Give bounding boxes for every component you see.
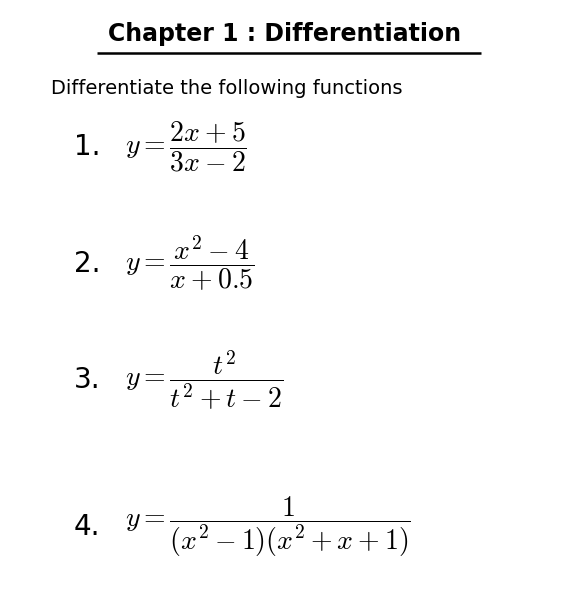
- Text: 1.: 1.: [74, 133, 101, 161]
- Text: 2.: 2.: [74, 249, 101, 278]
- Text: Differentiate the following functions: Differentiate the following functions: [51, 80, 403, 98]
- Text: $y = \dfrac{t^2}{t^2+t-2}$: $y = \dfrac{t^2}{t^2+t-2}$: [125, 348, 283, 412]
- Text: 4.: 4.: [74, 513, 101, 541]
- Text: $y = \dfrac{1}{(x^2-1)(x^2+x+1)}$: $y = \dfrac{1}{(x^2-1)(x^2+x+1)}$: [125, 495, 411, 559]
- Text: $y = \dfrac{2x+5}{3x-2}$: $y = \dfrac{2x+5}{3x-2}$: [125, 120, 247, 175]
- Text: Chapter 1 : Differentiation: Chapter 1 : Differentiation: [108, 21, 461, 46]
- Text: $y = \dfrac{x^2-4}{x+0.5}$: $y = \dfrac{x^2-4}{x+0.5}$: [125, 234, 255, 293]
- Text: 3.: 3.: [74, 366, 101, 394]
